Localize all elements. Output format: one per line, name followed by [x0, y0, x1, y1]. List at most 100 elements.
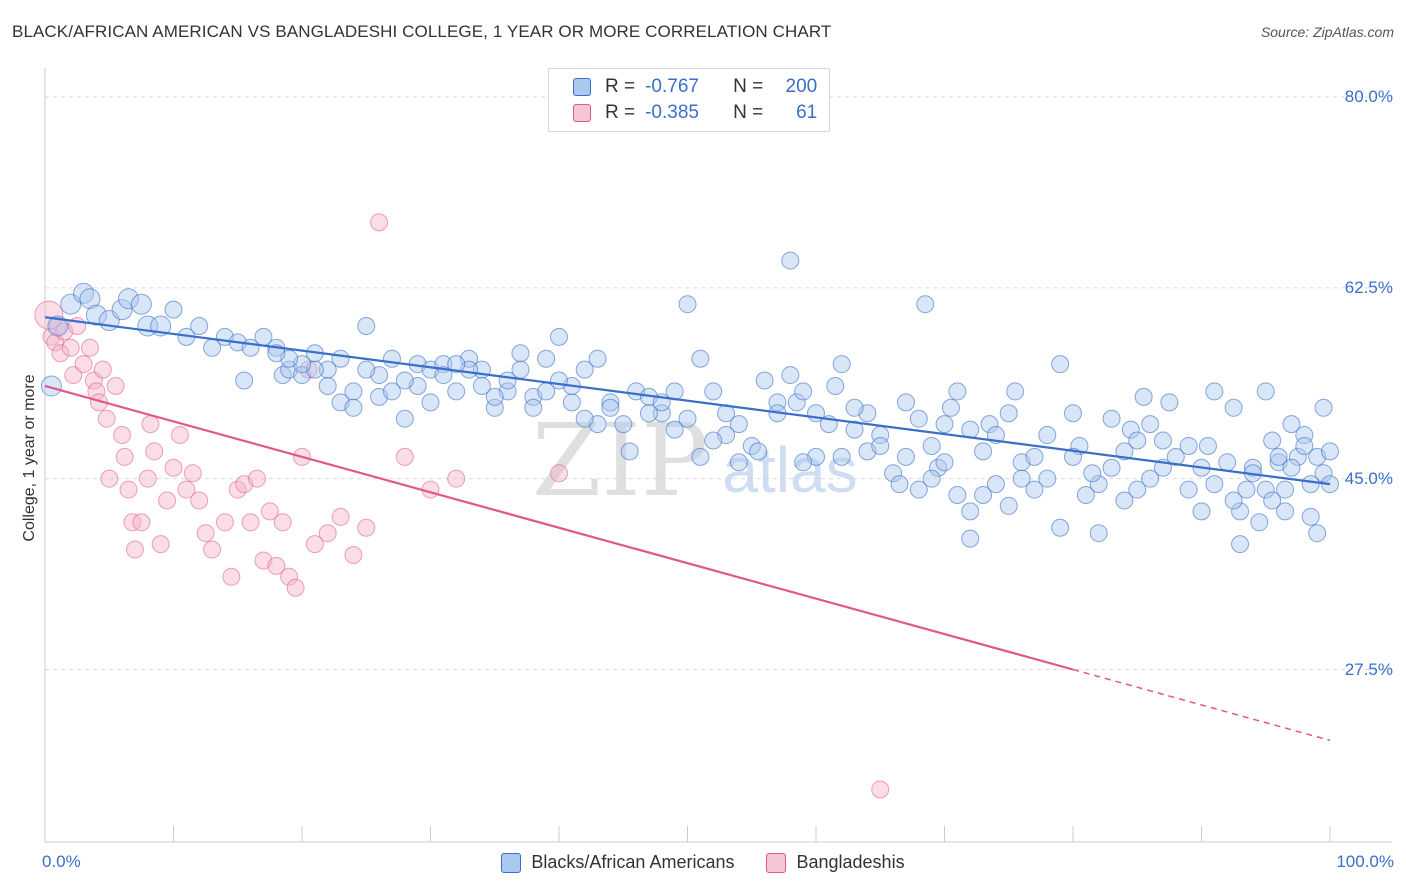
x-tick-label: 100.0%	[1336, 852, 1394, 871]
data-point-bangladeshi	[158, 491, 177, 510]
series-swatch-pink	[766, 852, 787, 873]
x-tick-label: 0.0%	[42, 852, 81, 871]
data-point-bangladeshi	[370, 213, 389, 232]
data-point-black	[1321, 442, 1339, 461]
data-point-black	[447, 355, 466, 374]
data-point-black	[961, 502, 980, 521]
data-point-bangladeshi	[97, 409, 116, 428]
data-point-black	[1224, 491, 1243, 510]
data-point-black	[130, 293, 152, 315]
data-point-bangladeshi	[100, 469, 119, 488]
data-point-black	[485, 398, 504, 417]
data-point-black	[948, 382, 967, 401]
data-point-black	[909, 409, 928, 428]
data-point-black	[614, 415, 633, 434]
data-point-bangladeshi	[138, 469, 157, 488]
data-point-black	[498, 371, 517, 390]
data-point-black	[896, 393, 915, 412]
data-point-black	[704, 431, 723, 450]
data-point-black	[1295, 426, 1314, 445]
data-point-black	[1269, 447, 1288, 466]
legend-n-value: 61	[796, 102, 818, 123]
data-point-bangladeshi	[74, 355, 93, 374]
data-point-black	[1025, 447, 1044, 466]
data-point-bangladeshi	[125, 540, 144, 559]
data-point-black	[665, 420, 684, 439]
data-point-black	[85, 304, 107, 326]
data-point-black	[884, 464, 903, 483]
data-point-bangladeshi	[344, 546, 363, 564]
data-point-black	[729, 415, 748, 434]
legend: R = -0.767 N = 200 R = -0.385 N = 61	[548, 68, 830, 132]
series-legend-label: Blacks/African Americans	[531, 852, 735, 872]
data-point-black	[1064, 404, 1082, 423]
data-point-black	[164, 300, 183, 319]
data-point-black	[40, 375, 62, 397]
data-point-black	[1166, 447, 1185, 466]
data-point-black	[1064, 447, 1082, 466]
data-point-black	[620, 442, 639, 461]
data-point-black	[768, 393, 787, 412]
data-point-black	[832, 447, 851, 466]
y-tick-label: 80.0%	[1344, 87, 1393, 106]
data-point-black	[986, 475, 1005, 494]
data-point-black	[935, 453, 954, 472]
legend-swatch-blue	[573, 78, 591, 96]
data-point-bangladeshi	[203, 540, 222, 559]
data-point-black	[434, 366, 453, 385]
data-point-black	[1134, 387, 1153, 406]
data-point-black	[73, 282, 95, 304]
data-point-black	[980, 415, 999, 434]
data-point-bangladeshi	[318, 524, 337, 543]
data-point-bangladeshi	[115, 447, 134, 466]
y-axis-label: College, 1 year or more	[21, 374, 38, 542]
data-point-black	[678, 295, 697, 314]
series-legend-label: Bangladeshis	[796, 852, 905, 872]
y-tick-label: 27.5%	[1344, 660, 1393, 679]
data-point-black	[395, 409, 414, 428]
y-tick-label: 62.5%	[1344, 278, 1393, 297]
data-point-black	[1295, 436, 1314, 455]
data-point-black	[537, 382, 556, 401]
legend-n-label: N =	[733, 102, 764, 123]
data-point-bangladeshi	[395, 447, 414, 466]
data-point-black	[1076, 486, 1095, 505]
data-point-bangladeshi	[260, 502, 279, 521]
data-point-bangladeshi	[113, 426, 132, 445]
data-point-black	[1128, 431, 1147, 450]
data-point-black	[691, 349, 710, 368]
data-point-black	[79, 288, 101, 310]
data-point-black	[1308, 524, 1327, 543]
data-point-black	[344, 398, 363, 417]
data-point-black	[1237, 480, 1256, 499]
trend-line-bangladeshis-extrapolated	[1072, 668, 1331, 742]
data-point-bangladeshi	[106, 376, 125, 395]
data-point-bangladeshi	[871, 780, 890, 799]
data-point-black	[472, 376, 491, 395]
data-point-black	[1276, 502, 1295, 521]
source-label: Source: ZipAtlas.com	[1260, 24, 1394, 40]
data-point-black	[1115, 442, 1134, 461]
data-point-bangladeshi	[145, 442, 164, 461]
data-point-black	[1231, 535, 1250, 554]
data-point-bangladeshi	[80, 338, 99, 357]
trend-layer	[44, 316, 1331, 742]
data-point-black	[845, 420, 864, 439]
data-point-bangladeshi	[177, 480, 196, 499]
data-point-bangladeshi	[357, 518, 376, 537]
data-point-black	[1198, 436, 1217, 455]
data-point-black	[1102, 458, 1121, 477]
data-point-bangladeshi	[286, 578, 305, 597]
data-point-black	[1025, 480, 1044, 499]
data-point-black	[1179, 436, 1198, 455]
data-point-bangladeshi	[183, 464, 202, 483]
data-point-black	[267, 344, 286, 363]
data-point-black	[1179, 480, 1198, 499]
data-point-black	[832, 355, 851, 374]
data-point-black	[961, 529, 980, 548]
data-point-bangladeshi	[119, 480, 138, 499]
data-point-black	[47, 315, 69, 337]
data-point-black	[639, 404, 658, 423]
legend-row-bangladeshis: R = -0.385 N = 61	[573, 101, 817, 125]
data-point-black	[382, 382, 401, 401]
